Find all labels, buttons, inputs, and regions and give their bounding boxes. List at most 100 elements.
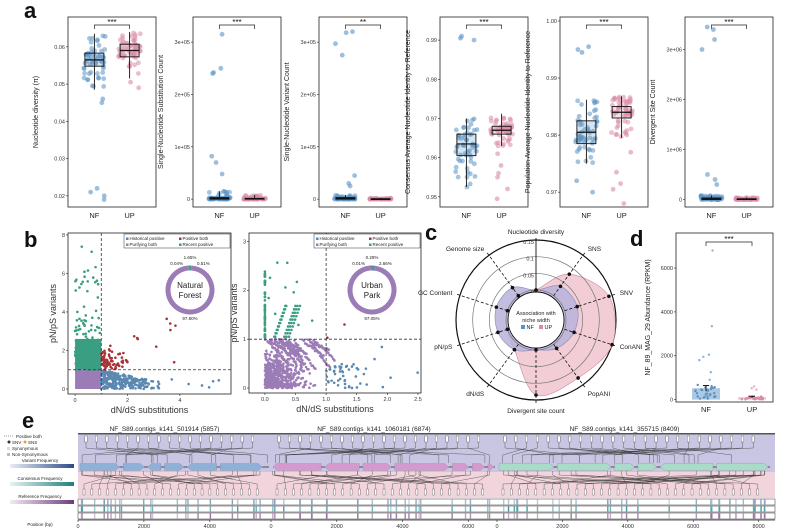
data-point <box>579 122 585 127</box>
data-point <box>508 117 514 123</box>
frequency-stripe <box>114 513 117 519</box>
variant-label <box>393 435 396 443</box>
significance-label: *** <box>479 18 488 27</box>
frequency-stripe <box>197 499 199 505</box>
data-point <box>591 108 597 114</box>
variant-connector <box>125 441 253 463</box>
gene-arrow[interactable] <box>660 463 714 471</box>
data-point <box>285 374 289 378</box>
data-point <box>84 332 87 336</box>
frequency-stripe <box>609 499 612 505</box>
data-point <box>286 367 290 371</box>
data-point <box>453 127 459 133</box>
data-point <box>265 372 268 375</box>
data-point <box>267 296 270 300</box>
site-label <box>200 488 204 496</box>
frequency-stripe <box>464 506 467 512</box>
frequency-stripe <box>395 506 398 512</box>
data-point <box>380 345 384 349</box>
data-point <box>293 318 297 321</box>
frequency-stripe <box>395 513 398 519</box>
gene-arrow[interactable] <box>324 463 360 471</box>
frequency-stripe <box>420 499 422 505</box>
gene-arrow[interactable] <box>472 463 485 471</box>
frequency-stripe <box>695 513 698 519</box>
panel-b: 0 2 4 0 2 4 6 8 dN/dS substitutions pN/pS variant… <box>48 232 422 415</box>
data-point <box>85 77 91 83</box>
gene-arrow[interactable] <box>123 463 145 471</box>
site-label <box>284 488 287 496</box>
data-point <box>313 383 317 387</box>
x-tick-label: 1.5 <box>353 397 361 403</box>
variant-label <box>456 435 459 443</box>
variant-connector <box>515 441 554 463</box>
gene-arrow[interactable] <box>614 463 635 471</box>
gene-arrow[interactable] <box>164 463 184 471</box>
data-point <box>310 319 314 322</box>
variant-label <box>361 435 365 443</box>
frequency-stripe <box>526 499 528 505</box>
gene-arrow[interactable] <box>187 463 217 471</box>
gene-arrow[interactable] <box>272 463 322 471</box>
frequency-stripe <box>185 506 187 512</box>
gene-arrow[interactable] <box>362 463 392 471</box>
frequency-stripe <box>390 506 392 512</box>
data-point <box>154 345 158 348</box>
color-scale-bar <box>10 482 74 486</box>
gene-arrow[interactable] <box>498 463 554 471</box>
outlier-point <box>99 100 105 106</box>
data-point <box>341 370 345 374</box>
frequency-stripe <box>114 506 117 512</box>
data-point <box>292 321 296 325</box>
data-point <box>266 369 270 373</box>
data-point <box>263 311 267 315</box>
gene-arrow[interactable] <box>220 463 263 471</box>
legend-swatch <box>369 237 372 240</box>
radar-point-UP <box>505 327 510 332</box>
outlier-point <box>219 171 225 177</box>
non-synonymous-swatch-icon <box>7 453 10 456</box>
site-label <box>415 488 419 496</box>
data-point <box>102 360 106 364</box>
gene-arrow[interactable] <box>716 463 769 471</box>
boxplot-5: 0.97 0.98 0.99 1.00 Population Average Nucle… <box>525 16 649 220</box>
gene-arrow[interactable] <box>487 463 494 471</box>
data-point <box>467 181 473 187</box>
gene-arrow[interactable] <box>557 463 612 471</box>
frequency-stripe <box>272 499 274 505</box>
data-point <box>91 83 96 89</box>
gene-arrow[interactable] <box>394 463 449 471</box>
site-connector <box>350 471 373 489</box>
data-point <box>578 136 584 142</box>
data-point <box>79 358 83 362</box>
data-point <box>296 383 300 386</box>
data-point <box>317 343 320 347</box>
gene-arrow[interactable] <box>452 463 469 471</box>
gene-arrow[interactable] <box>147 463 162 471</box>
data-point <box>90 35 96 41</box>
site-label <box>616 488 620 496</box>
legend-non-synonymous: Non-Synonymous <box>12 452 49 457</box>
outlier-point <box>101 193 107 199</box>
data-point <box>279 364 283 368</box>
site-connector <box>107 471 132 489</box>
y-tick-label: 0.06 <box>54 45 65 51</box>
data-point <box>285 261 289 265</box>
variant-connector <box>634 441 650 463</box>
data-point <box>263 272 267 276</box>
frequency-stripe <box>119 506 121 512</box>
data-point <box>281 382 284 385</box>
gene-arrow[interactable] <box>79 463 120 471</box>
data-point <box>81 75 87 81</box>
site-connector <box>119 471 140 489</box>
y-tick-label: 3e+05 <box>301 40 316 46</box>
site-connector <box>150 471 195 489</box>
data-point <box>112 384 116 387</box>
variant-connector <box>512 441 538 463</box>
frequency-stripe <box>760 513 762 519</box>
frequency-stripe <box>311 513 313 519</box>
site-label <box>682 488 685 496</box>
data-point <box>461 124 467 130</box>
gene-arrow[interactable] <box>637 463 657 471</box>
variant-connector <box>331 441 374 463</box>
